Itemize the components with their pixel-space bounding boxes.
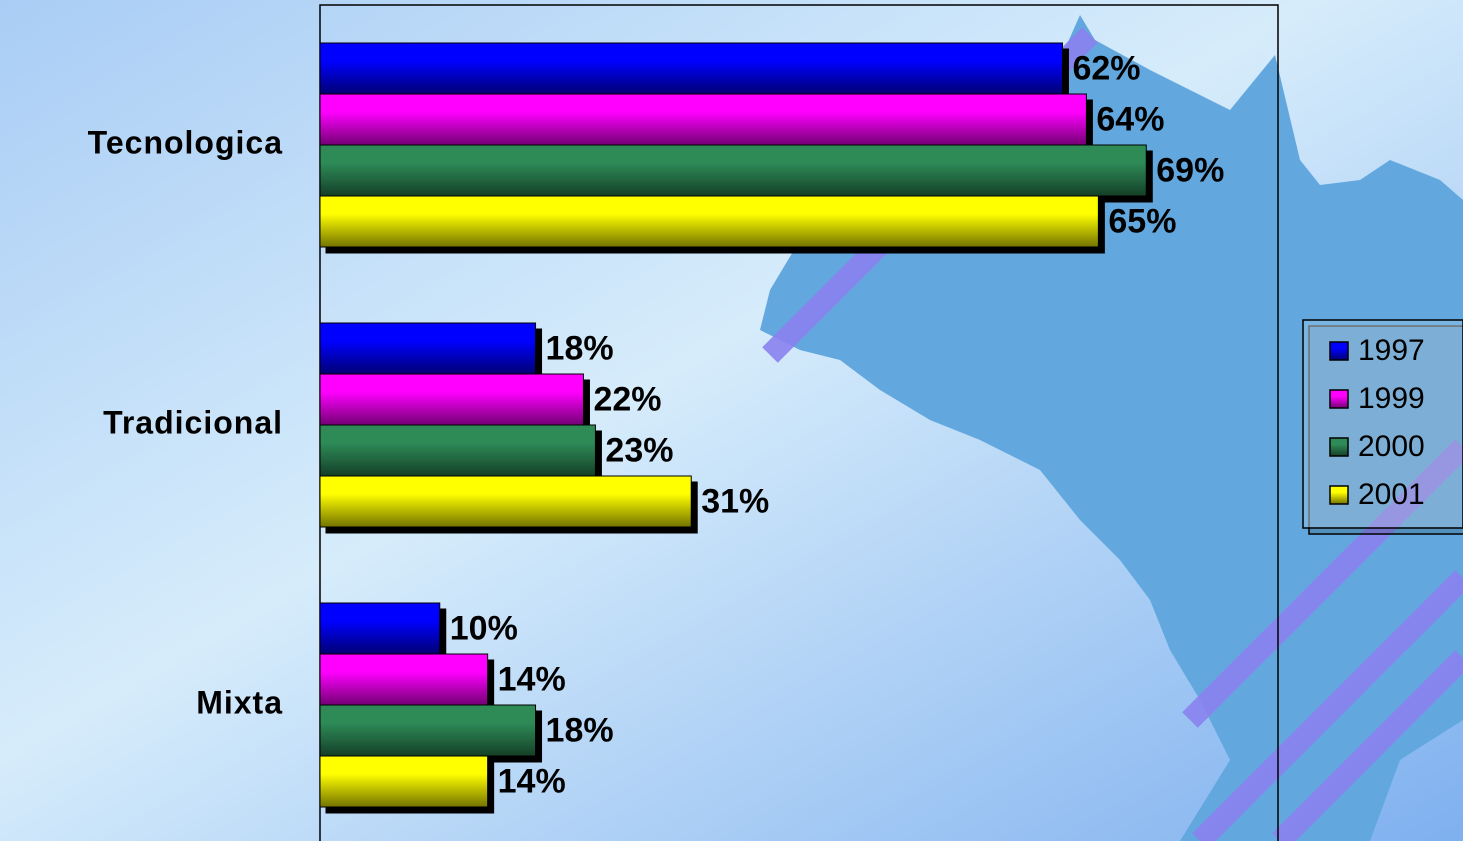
- bar: [319, 653, 489, 706]
- value-label: 65%: [1108, 202, 1176, 240]
- legend-label: 2000: [1358, 430, 1425, 463]
- value-label: 22%: [593, 380, 661, 418]
- legend-label: 2001: [1358, 478, 1425, 511]
- y-tick-label: Mixta: [196, 684, 283, 720]
- bar: [319, 42, 1063, 95]
- bar: [319, 322, 537, 375]
- legend-swatch: [1329, 485, 1349, 505]
- legend-swatch: [1329, 437, 1349, 457]
- bar: [319, 424, 596, 477]
- legend-swatch: [1329, 389, 1349, 409]
- value-label: 64%: [1096, 100, 1164, 138]
- value-label: 14%: [498, 660, 566, 698]
- value-label: 23%: [605, 431, 673, 469]
- value-label: 31%: [701, 482, 769, 520]
- bar: [319, 602, 441, 655]
- value-label: 10%: [450, 609, 518, 647]
- value-label: 18%: [546, 329, 614, 367]
- bar: [319, 755, 489, 808]
- bar: [319, 144, 1147, 197]
- bar: [319, 704, 537, 757]
- bar: [319, 475, 692, 528]
- bar: [319, 93, 1087, 146]
- bar: [319, 195, 1099, 248]
- value-label: 62%: [1072, 49, 1140, 87]
- y-tick-label: Tradicional: [103, 404, 283, 440]
- legend: 1997 1999 2000 2001: [1302, 319, 1463, 529]
- legend-label: 1997: [1358, 334, 1425, 367]
- legend-swatch: [1329, 341, 1349, 361]
- value-label: 69%: [1156, 151, 1224, 189]
- legend-label: 1999: [1358, 382, 1425, 415]
- value-label: 14%: [498, 762, 566, 800]
- y-tick-label: Tecnologica: [88, 124, 283, 160]
- bar: [319, 373, 584, 426]
- value-label: 18%: [546, 711, 614, 749]
